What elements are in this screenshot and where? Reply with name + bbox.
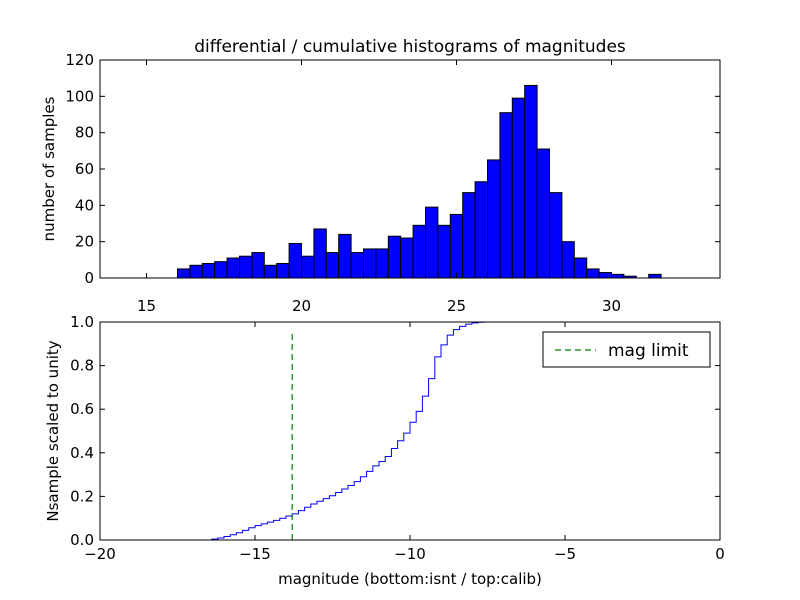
histogram-y-tick-label: 100 bbox=[65, 87, 94, 105]
cumulative-step-line bbox=[100, 321, 720, 541]
cumulative-y-tick-label: 0.2 bbox=[70, 487, 94, 505]
histogram-bar bbox=[412, 224, 427, 279]
histogram-bar bbox=[611, 273, 625, 279]
histogram-y-tick-label: 0 bbox=[84, 269, 94, 287]
cumulative-y-tick-label: 0.0 bbox=[70, 531, 94, 549]
cumulative-y-ticks: 0.0 0.2 0.4 0.6 0.8 1.0 bbox=[70, 313, 720, 549]
cumulative-y-tick-label: 1.0 bbox=[70, 313, 94, 331]
histogram-x-tick-label: 15 bbox=[137, 297, 156, 315]
histogram-x-tick-label: 30 bbox=[602, 297, 621, 315]
histogram-x-tick-label: 25 bbox=[447, 297, 466, 315]
histogram-bar bbox=[474, 181, 489, 279]
histogram-bar bbox=[549, 192, 563, 279]
histogram-bar bbox=[201, 262, 216, 279]
histogram-bar bbox=[375, 248, 389, 279]
histogram-bar bbox=[425, 206, 439, 279]
cumulative-x-ticks: −20 −15 −10 −5 0 bbox=[84, 322, 725, 563]
histogram-bar bbox=[177, 268, 191, 279]
cumulative-panel: −20 −15 −10 −5 0 0.0 0.2 0.4 0.6 0.8 1.0 magnitud… bbox=[44, 313, 725, 588]
histogram-bar bbox=[487, 159, 501, 279]
histogram-bar bbox=[239, 255, 253, 279]
cumulative-y-tick-label: 0.4 bbox=[70, 444, 94, 462]
histogram-title: differential / cumulative histograms of … bbox=[194, 37, 626, 57]
histogram-bars bbox=[177, 84, 662, 279]
histogram-y-tick-label: 40 bbox=[75, 196, 94, 214]
histogram-bar bbox=[214, 261, 228, 279]
histogram-x-ticks: 15 20 25 30 bbox=[137, 60, 621, 315]
histogram-bar bbox=[226, 257, 241, 279]
histogram-bar bbox=[189, 264, 203, 279]
histogram-bar bbox=[363, 248, 377, 279]
histogram-bar bbox=[536, 148, 550, 279]
histogram-x-tick-label: 20 bbox=[292, 297, 311, 315]
histogram-bar bbox=[301, 255, 315, 279]
histogram-bar bbox=[387, 235, 402, 279]
histogram-y-label: number of samples bbox=[40, 96, 58, 241]
cumulative-x-tick-label: 0 bbox=[715, 545, 725, 563]
histogram-bar bbox=[524, 84, 538, 279]
histogram-bar bbox=[313, 228, 327, 279]
histogram-bar bbox=[573, 257, 588, 279]
histogram-bar bbox=[499, 112, 513, 279]
cumulative-y-label: Nsample scaled to unity bbox=[44, 340, 62, 521]
histogram-bar bbox=[325, 252, 340, 279]
histogram-bar bbox=[251, 252, 265, 279]
histogram-bar bbox=[437, 224, 451, 279]
cumulative-x-tick-label: −20 bbox=[84, 545, 116, 563]
histogram-y-tick-label: 120 bbox=[65, 51, 94, 69]
histogram-bar bbox=[462, 192, 476, 279]
histogram-y-tick-label: 60 bbox=[75, 160, 94, 178]
cumulative-y-tick-label: 0.6 bbox=[70, 400, 94, 418]
histogram-bar bbox=[350, 252, 365, 279]
histogram-bar bbox=[561, 241, 575, 279]
histogram-panel: differential / cumulative histograms of … bbox=[40, 37, 721, 315]
histogram-bar bbox=[263, 264, 278, 279]
cumulative-x-label: magnitude (bottom:isnt / top:calib) bbox=[278, 570, 542, 588]
histogram-y-tick-label: 20 bbox=[75, 233, 94, 251]
cumulative-axes-frame bbox=[99, 321, 721, 541]
histogram-y-tick-label: 80 bbox=[75, 124, 94, 142]
cumulative-y-tick-label: 0.8 bbox=[70, 357, 94, 375]
histogram-bar bbox=[276, 262, 290, 279]
cumulative-x-tick-label: −15 bbox=[239, 545, 271, 563]
histogram-bar bbox=[586, 268, 600, 279]
histogram-bar bbox=[338, 233, 352, 279]
histogram-bar bbox=[449, 213, 464, 279]
legend: mag limit bbox=[542, 331, 711, 368]
histogram-bar bbox=[598, 272, 612, 279]
cumulative-x-tick-label: −5 bbox=[554, 545, 576, 563]
histogram-bar bbox=[400, 237, 414, 279]
histogram-bar bbox=[288, 242, 303, 279]
legend-label: mag limit bbox=[608, 341, 689, 361]
histogram-bar bbox=[648, 273, 662, 279]
cumulative-x-tick-label: −10 bbox=[394, 545, 426, 563]
histogram-bar bbox=[511, 97, 526, 279]
histogram-y-ticks: 0 20 40 60 80 100 120 bbox=[65, 51, 720, 287]
histogram-axes-frame bbox=[99, 59, 721, 279]
